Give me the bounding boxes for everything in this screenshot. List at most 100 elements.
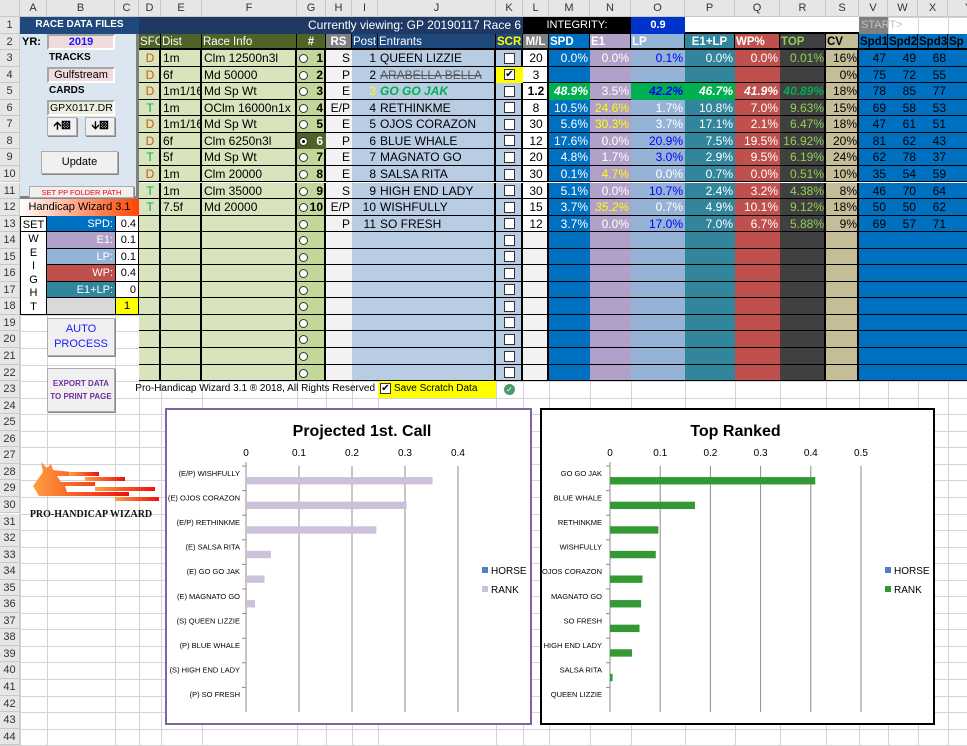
row-header[interactable]: 33 bbox=[0, 547, 20, 564]
row-header[interactable]: 19 bbox=[0, 315, 20, 332]
race-select-radio[interactable] bbox=[297, 315, 326, 332]
scratch-checkbox[interactable] bbox=[504, 135, 515, 146]
race-select-radio[interactable]: 6 bbox=[297, 133, 326, 150]
column-header[interactable]: N bbox=[590, 0, 631, 17]
race-select-radio[interactable]: 3 bbox=[297, 83, 326, 100]
race-select-radio[interactable] bbox=[297, 282, 326, 299]
scratch-cell[interactable]: ✔ bbox=[496, 67, 523, 84]
scratch-checkbox[interactable] bbox=[504, 202, 515, 213]
scratch-cell[interactable] bbox=[496, 331, 523, 348]
row-header[interactable]: 9 bbox=[0, 149, 20, 166]
entrant-name[interactable]: OJOS CORAZON bbox=[378, 116, 496, 133]
radio-button-icon[interactable] bbox=[299, 286, 308, 295]
column-header[interactable]: X bbox=[918, 0, 948, 17]
scratch-checkbox[interactable] bbox=[504, 367, 515, 378]
row-header[interactable]: 11 bbox=[0, 183, 20, 200]
row-header[interactable]: 42 bbox=[0, 696, 20, 713]
scratch-cell[interactable] bbox=[496, 166, 523, 183]
radio-button-icon[interactable] bbox=[299, 352, 308, 361]
column-header[interactable]: H bbox=[326, 0, 352, 17]
race-select-radio[interactable]: 8 bbox=[297, 166, 326, 183]
scratch-checkbox[interactable] bbox=[504, 268, 515, 279]
radio-button-icon[interactable] bbox=[299, 319, 308, 328]
row-header[interactable]: 1 bbox=[0, 17, 20, 34]
next-card-button[interactable]: 🡫▩ bbox=[85, 117, 115, 136]
radio-button-icon[interactable] bbox=[299, 71, 308, 80]
race-select-radio[interactable]: 10 bbox=[297, 199, 326, 216]
scratch-checkbox[interactable] bbox=[504, 169, 515, 180]
weight-value[interactable]: 0.1 bbox=[115, 232, 139, 249]
race-select-radio[interactable] bbox=[297, 232, 326, 249]
row-header[interactable]: 26 bbox=[0, 431, 20, 448]
entrant-name[interactable]: ARABELLA BELLA bbox=[378, 67, 496, 84]
column-header[interactable]: C bbox=[115, 0, 139, 17]
entrant-name[interactable]: WISHFULLY bbox=[378, 199, 496, 216]
row-header[interactable]: 37 bbox=[0, 613, 20, 630]
scratch-checkbox[interactable] bbox=[504, 218, 515, 229]
scratch-checkbox[interactable] bbox=[504, 251, 515, 262]
scratch-cell[interactable] bbox=[496, 116, 523, 133]
race-select-radio[interactable]: 7 bbox=[297, 149, 326, 166]
track-field[interactable]: Gulfstream bbox=[47, 67, 115, 84]
column-header[interactable]: O bbox=[631, 0, 685, 17]
scratch-cell[interactable] bbox=[496, 50, 523, 67]
column-header[interactable]: B bbox=[47, 0, 115, 17]
scratch-cell[interactable] bbox=[496, 149, 523, 166]
scratch-cell[interactable] bbox=[496, 183, 523, 200]
race-select-radio[interactable] bbox=[297, 331, 326, 348]
row-header[interactable]: 32 bbox=[0, 530, 20, 547]
row-header[interactable]: 27 bbox=[0, 447, 20, 464]
previous-card-button[interactable]: 🡩▩ bbox=[47, 117, 77, 136]
row-header[interactable]: 20 bbox=[0, 331, 20, 348]
row-header[interactable]: 12 bbox=[0, 199, 20, 216]
column-header[interactable]: P bbox=[685, 0, 735, 17]
radio-button-icon[interactable] bbox=[299, 220, 308, 229]
scratch-checkbox[interactable] bbox=[504, 185, 515, 196]
row-header[interactable]: 36 bbox=[0, 596, 20, 613]
race-select-radio[interactable]: 1 bbox=[297, 50, 326, 67]
row-header[interactable]: 44 bbox=[0, 729, 20, 746]
column-header[interactable]: R bbox=[780, 0, 826, 17]
column-header[interactable]: L bbox=[523, 0, 549, 17]
race-select-radio[interactable]: 9 bbox=[297, 183, 326, 200]
scratch-checkbox[interactable] bbox=[504, 301, 515, 312]
race-select-radio[interactable] bbox=[297, 265, 326, 282]
radio-button-icon[interactable] bbox=[299, 335, 308, 344]
row-header[interactable]: 10 bbox=[0, 166, 20, 183]
row-header[interactable]: 15 bbox=[0, 249, 20, 266]
scratch-checkbox[interactable] bbox=[504, 334, 515, 345]
column-header[interactable]: V bbox=[859, 0, 888, 17]
radio-button-icon[interactable] bbox=[299, 104, 308, 113]
scratch-checkbox[interactable] bbox=[504, 284, 515, 295]
row-header[interactable]: 3 bbox=[0, 50, 20, 67]
row-header[interactable]: 18 bbox=[0, 298, 20, 315]
row-header[interactable]: 5 bbox=[0, 83, 20, 100]
radio-button-icon[interactable] bbox=[299, 153, 308, 162]
column-header[interactable]: F bbox=[202, 0, 297, 17]
row-header[interactable]: 39 bbox=[0, 646, 20, 663]
race-select-radio[interactable] bbox=[297, 365, 326, 382]
row-header[interactable]: 6 bbox=[0, 100, 20, 117]
row-header[interactable]: 34 bbox=[0, 563, 20, 580]
row-header[interactable]: 16 bbox=[0, 265, 20, 282]
row-header[interactable]: 40 bbox=[0, 662, 20, 679]
scratch-cell[interactable] bbox=[496, 83, 523, 100]
row-header[interactable]: 41 bbox=[0, 679, 20, 696]
row-header[interactable]: 13 bbox=[0, 216, 20, 233]
radio-button-icon[interactable] bbox=[299, 253, 308, 262]
radio-button-icon[interactable] bbox=[299, 170, 308, 179]
column-header[interactable]: K bbox=[496, 0, 523, 17]
row-header[interactable]: 25 bbox=[0, 414, 20, 431]
entrant-name[interactable]: GO GO JAK bbox=[378, 83, 496, 100]
race-select-radio[interactable] bbox=[297, 298, 326, 315]
race-select-radio[interactable]: 2 bbox=[297, 67, 326, 84]
column-header[interactable]: Q bbox=[735, 0, 780, 17]
row-header[interactable]: 21 bbox=[0, 348, 20, 365]
column-header[interactable]: J bbox=[378, 0, 496, 17]
scratch-checkbox[interactable] bbox=[504, 235, 515, 246]
scratch-checkbox[interactable]: ✔ bbox=[504, 69, 515, 80]
scratch-checkbox[interactable] bbox=[504, 53, 515, 64]
scratch-cell[interactable] bbox=[496, 232, 523, 249]
entrant-name[interactable]: SO FRESH bbox=[378, 216, 496, 233]
